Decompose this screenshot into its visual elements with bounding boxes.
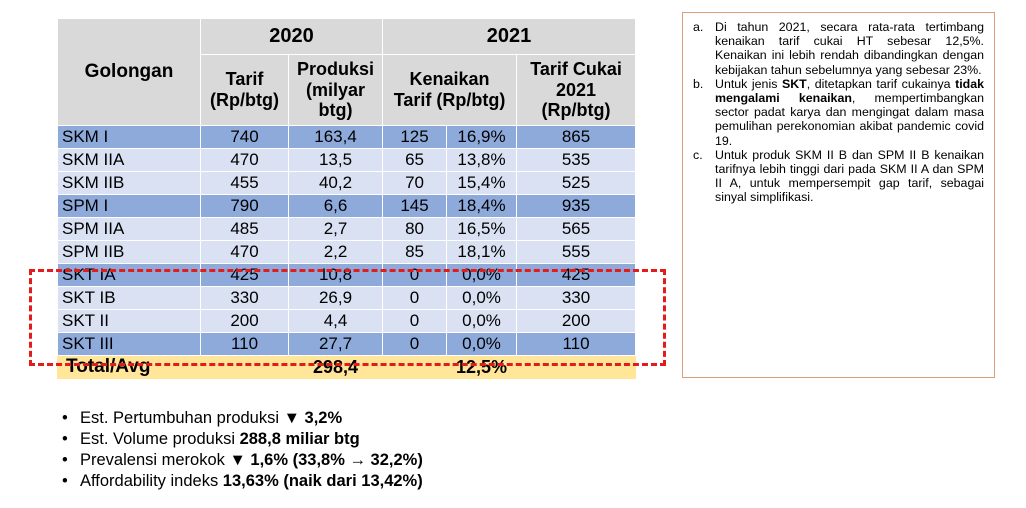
row-tarif: 455 bbox=[200, 171, 289, 195]
row-tarif-cukai: 865 bbox=[516, 125, 637, 149]
row-produksi: 13,5 bbox=[287, 148, 384, 172]
total-label: Total/Avg bbox=[57, 355, 201, 379]
row-golongan: SKT III bbox=[57, 332, 201, 356]
row-tarif: 470 bbox=[200, 240, 289, 264]
row-produksi: 27,7 bbox=[287, 332, 384, 356]
table-row: SKM IIB 455 40,2 70 15,4% 525 bbox=[57, 171, 637, 195]
header-tarif-cukai-2021: Tarif Cukai 2021 (Rp/btg) bbox=[516, 54, 637, 126]
row-golongan: SKT II bbox=[57, 309, 201, 333]
row-tarif-cukai: 330 bbox=[516, 286, 637, 310]
row-kenaikan: 65 bbox=[382, 148, 448, 172]
header-year-2020: 2020 bbox=[199, 18, 384, 55]
notes-box: a. Di tahun 2021, secara rata-rata tertim… bbox=[682, 12, 995, 378]
row-golongan: SKM IIA bbox=[57, 148, 201, 172]
row-produksi: 40,2 bbox=[287, 171, 384, 195]
note-b: b. Untuk jenis SKT, ditetapkan tarif cuka… bbox=[693, 76, 984, 148]
table-row: SKM IIA 470 13,5 65 13,8% 535 bbox=[57, 148, 637, 172]
row-kenaikan-pct: 0,0% bbox=[446, 286, 518, 310]
total-kenaikan-pct: 12,5% bbox=[446, 355, 518, 379]
row-golongan: SKT IB bbox=[57, 286, 201, 310]
row-kenaikan: 0 bbox=[382, 332, 448, 356]
row-kenaikan-pct: 13,8% bbox=[446, 148, 518, 172]
table-row: SKT IB 330 26,9 0 0,0% 330 bbox=[57, 286, 637, 310]
row-kenaikan-pct: 0,0% bbox=[446, 332, 518, 356]
table-row: SPM IIB 470 2,2 85 18,1% 555 bbox=[57, 240, 637, 264]
bullet-affordability-index: • Affordability indeks 13,63% (naik dari … bbox=[62, 472, 423, 490]
header-year-2021: 2021 bbox=[382, 18, 637, 55]
row-golongan: SKM I bbox=[57, 125, 201, 149]
row-tarif: 110 bbox=[200, 332, 289, 356]
row-kenaikan: 125 bbox=[382, 125, 448, 149]
row-kenaikan: 0 bbox=[382, 263, 448, 287]
row-tarif-cukai: 110 bbox=[516, 332, 637, 356]
note-a: a. Di tahun 2021, secara rata-rata tertim… bbox=[693, 20, 984, 77]
header-kenaikan: Kenaikan Tarif (Rp/btg) bbox=[382, 54, 518, 126]
bullet-smoking-prevalence: • Prevalensi merokok ▼ 1,6% (33,8% → 32,2… bbox=[62, 451, 423, 469]
row-produksi: 6,6 bbox=[287, 194, 384, 218]
header-golongan: Golongan bbox=[57, 18, 201, 126]
row-tarif-cukai: 565 bbox=[516, 217, 637, 241]
table-row: SKT III 110 27,7 0 0,0% 110 bbox=[57, 332, 637, 356]
row-tarif: 330 bbox=[200, 286, 289, 310]
row-golongan: SPM IIB bbox=[57, 240, 201, 264]
total-kenaikan bbox=[382, 355, 448, 379]
row-kenaikan-pct: 18,4% bbox=[446, 194, 518, 218]
row-tarif-cukai: 525 bbox=[516, 171, 637, 195]
row-kenaikan: 145 bbox=[382, 194, 448, 218]
tariff-table: Golongan 2020 2021 Tarif (Rp/btg) Produk… bbox=[57, 18, 637, 379]
row-kenaikan-pct: 16,5% bbox=[446, 217, 518, 241]
row-tarif: 200 bbox=[200, 309, 289, 333]
row-produksi: 4,4 bbox=[287, 309, 384, 333]
bullet-production-growth: • Est. Pertumbuhan produksi ▼ 3,2% bbox=[62, 409, 343, 427]
row-kenaikan-pct: 15,4% bbox=[446, 171, 518, 195]
row-kenaikan: 70 bbox=[382, 171, 448, 195]
row-produksi: 2,2 bbox=[287, 240, 384, 264]
header-tarif: Tarif (Rp/btg) bbox=[200, 54, 289, 126]
table-row: SKT IA 425 10,8 0 0,0% 425 bbox=[57, 263, 637, 287]
row-produksi: 163,4 bbox=[287, 125, 384, 149]
row-kenaikan-pct: 0,0% bbox=[446, 309, 518, 333]
total-tarif bbox=[200, 355, 289, 379]
row-tarif: 485 bbox=[200, 217, 289, 241]
row-tarif: 425 bbox=[200, 263, 289, 287]
row-kenaikan: 85 bbox=[382, 240, 448, 264]
row-tarif: 790 bbox=[200, 194, 289, 218]
table-row: SKT II 200 4,4 0 0,0% 200 bbox=[57, 309, 637, 333]
row-golongan: SPM I bbox=[57, 194, 201, 218]
row-tarif-cukai: 200 bbox=[516, 309, 637, 333]
row-produksi: 10,8 bbox=[287, 263, 384, 287]
row-tarif: 740 bbox=[200, 125, 289, 149]
note-c: c. Untuk produk SKM II B dan SPM II B ken… bbox=[693, 147, 984, 205]
row-golongan: SKM IIB bbox=[57, 171, 201, 195]
bullet-production-volume: • Est. Volume produksi 288,8 miliar btg bbox=[62, 430, 360, 448]
row-tarif-cukai: 425 bbox=[516, 263, 637, 287]
total-tarif-cukai bbox=[516, 355, 637, 379]
row-tarif-cukai: 535 bbox=[516, 148, 637, 172]
row-produksi: 26,9 bbox=[287, 286, 384, 310]
total-produksi: 298,4 bbox=[287, 355, 384, 379]
row-kenaikan: 0 bbox=[382, 309, 448, 333]
row-tarif-cukai: 935 bbox=[516, 194, 637, 218]
summary-bullets: • Est. Pertumbuhan produksi ▼ 3,2% • Est. … bbox=[62, 408, 423, 492]
row-produksi: 2,7 bbox=[287, 217, 384, 241]
row-kenaikan-pct: 18,1% bbox=[446, 240, 518, 264]
row-kenaikan-pct: 0,0% bbox=[446, 263, 518, 287]
table-row: SPM I 790 6,6 145 18,4% 935 bbox=[57, 194, 637, 218]
row-tarif-cukai: 555 bbox=[516, 240, 637, 264]
row-kenaikan: 80 bbox=[382, 217, 448, 241]
row-kenaikan: 0 bbox=[382, 286, 448, 310]
row-kenaikan-pct: 16,9% bbox=[446, 125, 518, 149]
table-row: SKM I 740 163,4 125 16,9% 865 bbox=[57, 125, 637, 149]
table-row: SPM IIA 485 2,7 80 16,5% 565 bbox=[57, 217, 637, 241]
row-golongan: SKT IA bbox=[57, 263, 201, 287]
row-tarif: 470 bbox=[200, 148, 289, 172]
row-golongan: SPM IIA bbox=[57, 217, 201, 241]
header-produksi: Produksi (milyar btg) bbox=[287, 54, 384, 126]
